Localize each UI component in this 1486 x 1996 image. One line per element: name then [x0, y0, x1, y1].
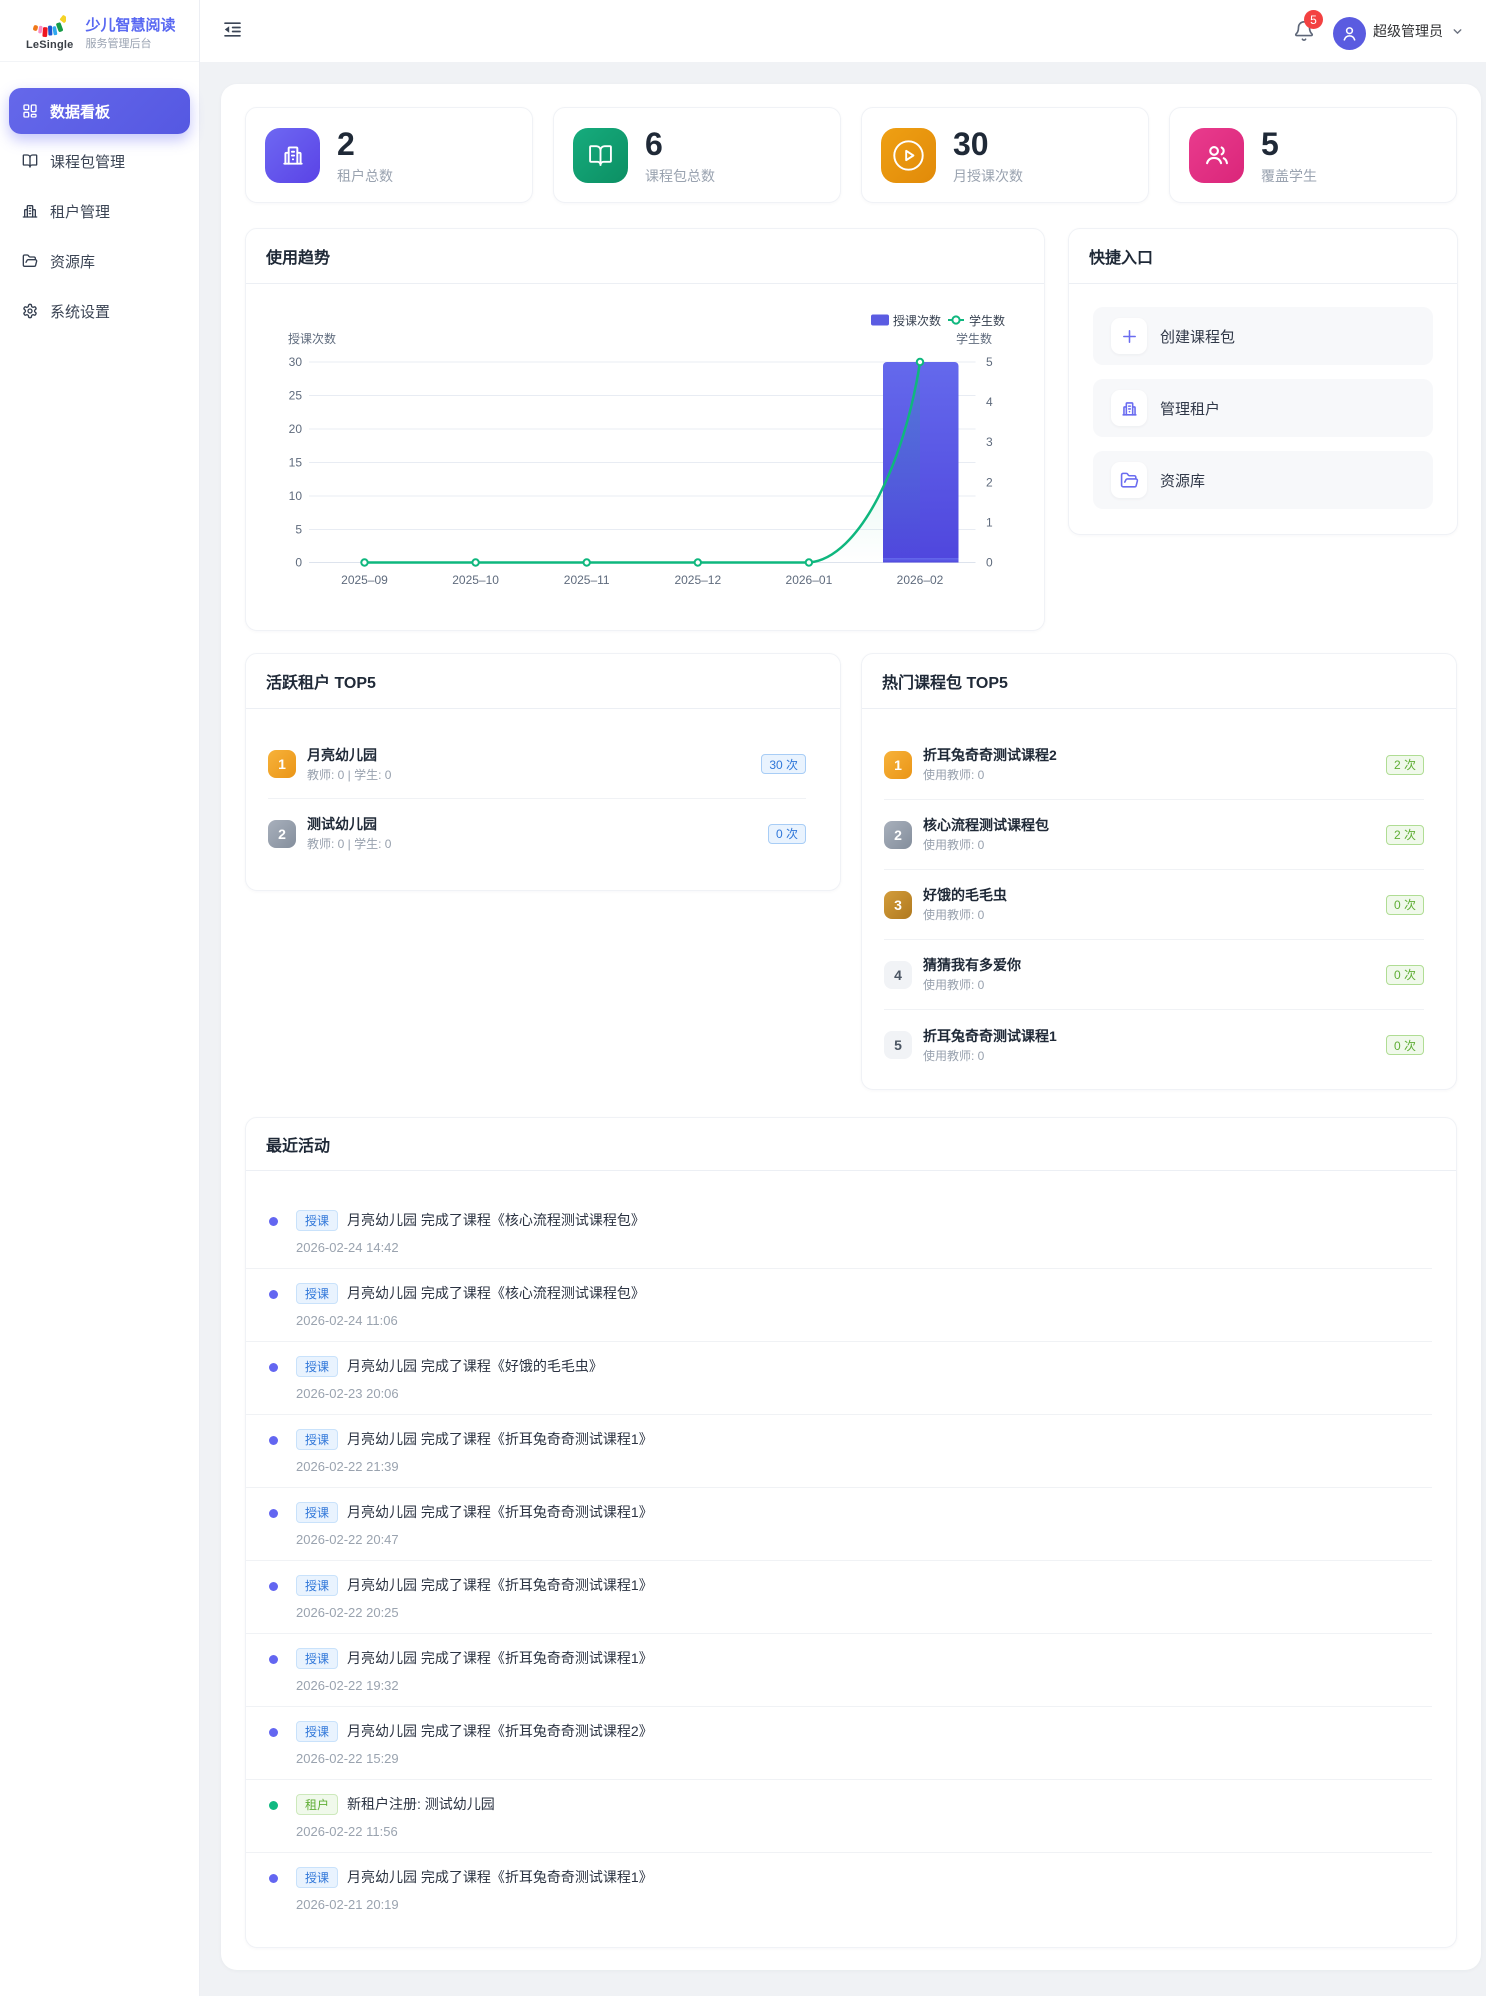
svg-text:5: 5 [986, 355, 993, 369]
svg-text:授课次数: 授课次数 [288, 331, 336, 346]
svg-text:3: 3 [986, 435, 993, 449]
svg-text:0: 0 [986, 556, 993, 570]
svg-text:5: 5 [295, 523, 302, 537]
svg-text:2025–12: 2025–12 [674, 573, 721, 587]
svg-text:2026–01: 2026–01 [786, 573, 833, 587]
svg-text:2: 2 [986, 476, 993, 490]
svg-text:10: 10 [289, 489, 303, 503]
svg-text:2025–10: 2025–10 [452, 573, 499, 587]
svg-text:授课次数: 授课次数 [893, 313, 941, 328]
svg-text:0: 0 [295, 556, 302, 570]
svg-text:2025–11: 2025–11 [564, 573, 610, 587]
svg-text:学生数: 学生数 [969, 313, 1005, 328]
svg-text:4: 4 [986, 395, 993, 409]
svg-text:25: 25 [289, 389, 303, 403]
svg-text:20: 20 [289, 422, 303, 436]
svg-text:2025–09: 2025–09 [341, 573, 388, 587]
svg-text:30: 30 [289, 355, 303, 369]
svg-text:1: 1 [986, 516, 993, 530]
svg-text:2026–02: 2026–02 [897, 573, 944, 587]
svg-text:学生数: 学生数 [956, 331, 992, 346]
svg-text:15: 15 [289, 456, 303, 470]
